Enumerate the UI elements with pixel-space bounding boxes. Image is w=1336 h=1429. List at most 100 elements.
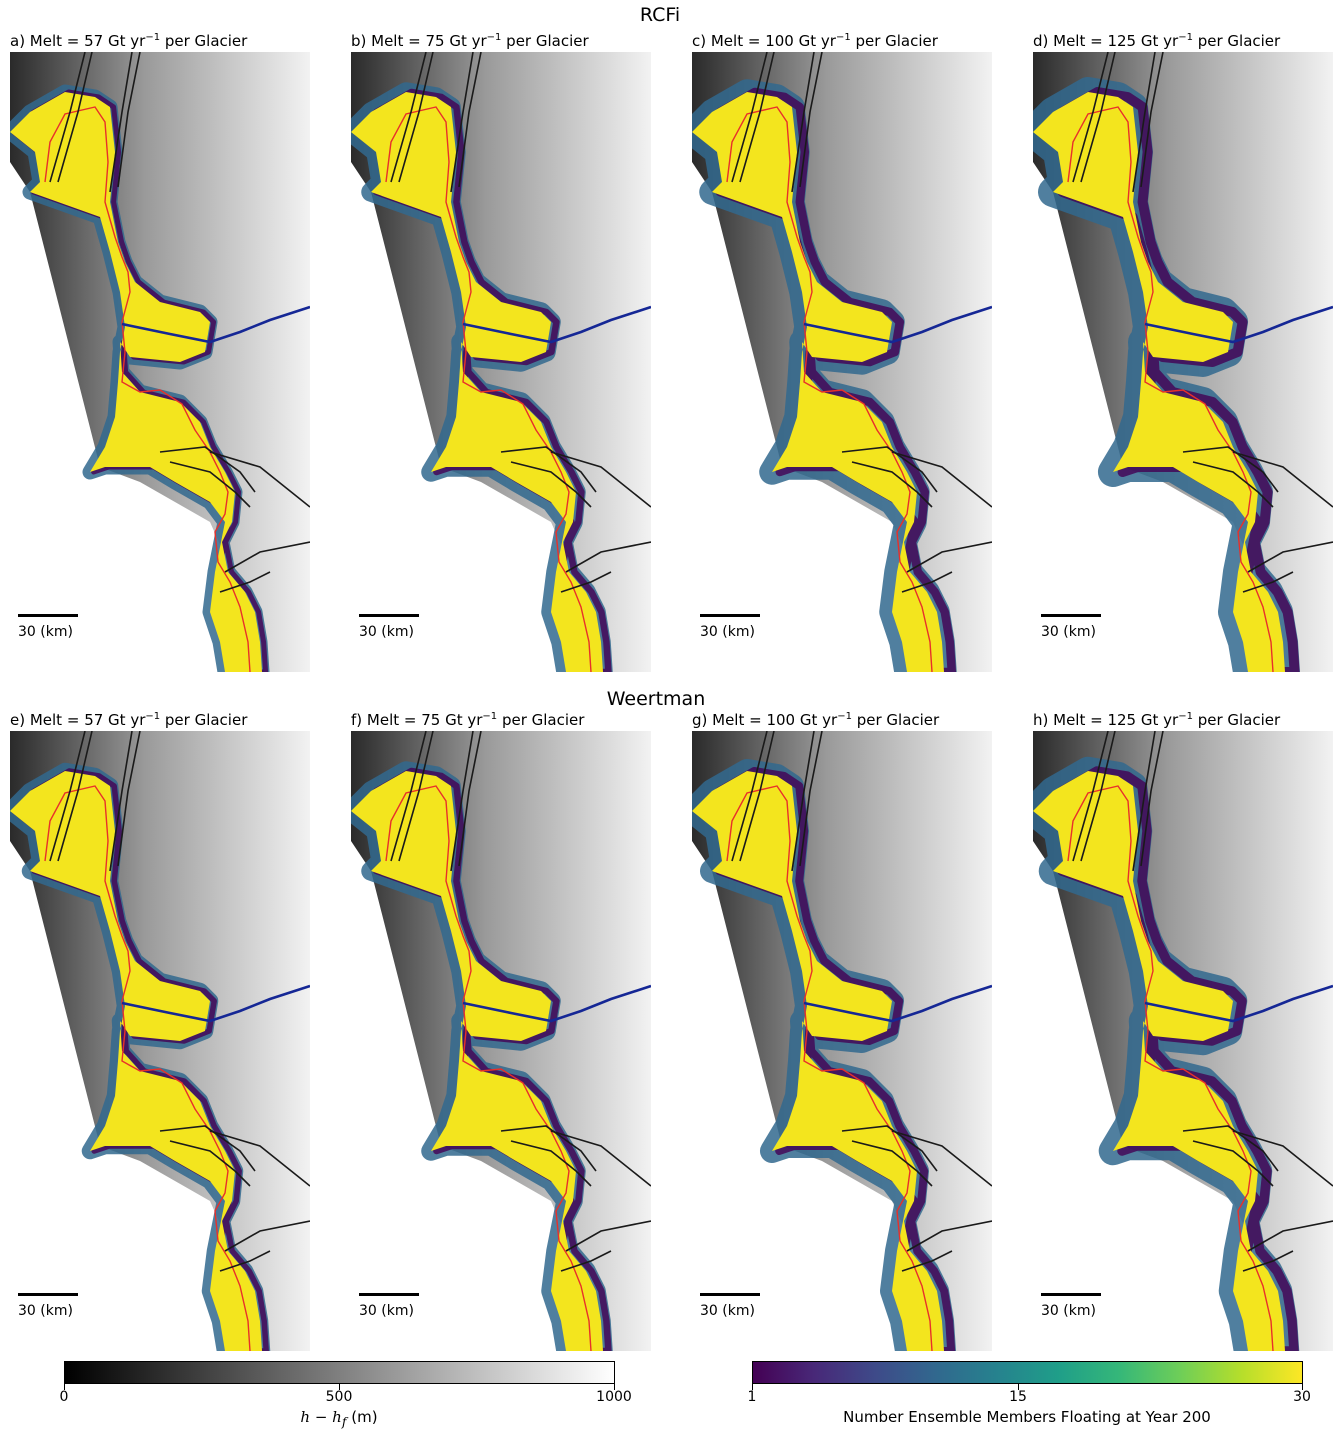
map-panel: 30 (km) [1033, 731, 1333, 1351]
colorbar-thickness-ticklabel: 500 [325, 1389, 353, 1405]
panel-title-prefix: c) Melt = [692, 32, 766, 50]
floating-edge-band [695, 767, 956, 1351]
flow-line [1140, 731, 1164, 867]
flow-line [209, 451, 310, 508]
colorbar-thickness-ticklabel: 1000 [596, 1389, 632, 1405]
flow-line [209, 1130, 310, 1187]
panel-title: c) Melt = 100 Gt yr−1 per Glacier [692, 32, 938, 50]
panel-title-exp: −1 [1178, 711, 1193, 722]
panel-title-exp: −1 [835, 32, 851, 43]
panel-title-exp: −1 [482, 711, 498, 722]
colorbar-thickness-label: h − hf (m) [300, 1408, 377, 1429]
flow-line [841, 1125, 938, 1172]
flow-line [49, 731, 86, 862]
map-svg [10, 731, 310, 1351]
label-main: h − h [300, 1408, 342, 1426]
map-svg [351, 52, 651, 672]
basin-boundary [121, 984, 310, 1023]
flow-line [1080, 52, 1116, 183]
scale-bar-line [18, 1293, 78, 1296]
map-panel: 30 (km) [692, 52, 992, 672]
panel-title-suffix: per Glacier [1192, 711, 1281, 729]
label-sub: f [341, 1414, 347, 1429]
panel-title-prefix: b) Melt = [351, 32, 426, 50]
panel-title-unit: Gt yr [444, 32, 487, 50]
colorbar-ensemble-tick [1302, 1384, 1303, 1390]
flow-line [906, 541, 992, 573]
flow-line [791, 52, 815, 193]
flow-line [159, 446, 256, 493]
panel-title: g) Melt = 100 Gt yr−1 per Glacier [692, 711, 939, 729]
panel-title-prefix: f) Melt = [351, 711, 422, 729]
label-unit: (m) [346, 1408, 378, 1426]
panel-title-unit: Gt yr [103, 32, 146, 50]
floating-edge-band [11, 89, 269, 672]
panel-title: a) Melt = 57 Gt yr−1 per Glacier [10, 32, 247, 50]
panel-title: f) Melt = 75 Gt yr−1 per Glacier [351, 711, 584, 729]
flow-line [550, 451, 651, 508]
flow-line [458, 731, 482, 867]
map-panel: 30 (km) [351, 52, 651, 672]
floating-region [692, 92, 944, 672]
flow-line [390, 731, 427, 862]
panel-title-exp: −1 [1178, 32, 1193, 43]
flow-line [1192, 1140, 1274, 1187]
map-panel: 30 (km) [10, 52, 310, 672]
flow-line [1192, 461, 1274, 508]
flow-line [1242, 1250, 1294, 1272]
flow-line [117, 731, 141, 867]
flow-line [450, 731, 474, 872]
row-title-bottom: Weertman [606, 688, 706, 710]
flow-line [731, 52, 768, 183]
flow-line [159, 1125, 256, 1172]
flow-line [799, 731, 823, 867]
panel-title-prefix: d) Melt = [1033, 32, 1108, 50]
panel-title-prefix: g) Melt = [692, 711, 767, 729]
scale-bar-line [1041, 614, 1101, 617]
panel-title-exp: −1 [837, 711, 852, 722]
flow-line [731, 731, 768, 862]
colorbar-thickness-ticklabel: 0 [59, 1389, 69, 1405]
colorbar-ensemble-gradient [752, 1361, 1303, 1384]
flow-line [224, 1220, 310, 1252]
map-svg [692, 52, 992, 672]
grounding-line [44, 785, 251, 1351]
flow-line [1072, 731, 1109, 862]
row-title-top: RCFi [639, 4, 681, 26]
grounding-line [726, 106, 933, 672]
scale-bar-label: 30 (km) [18, 1303, 73, 1319]
flow-line [560, 571, 612, 593]
flow-line [169, 1140, 251, 1187]
colorbar-ensemble-tick [752, 1384, 753, 1390]
floating-region [10, 92, 262, 672]
flow-line [791, 731, 815, 872]
panel-title-value: 125 [1107, 711, 1137, 729]
panel-title-suffix: per Glacier [851, 711, 940, 729]
panel-title-suffix: per Glacier [160, 711, 248, 729]
flow-line [117, 52, 141, 188]
colorbar-thickness-tick [64, 1384, 65, 1390]
panel-title-value: 57 [84, 32, 104, 50]
colorbar-ensemble-ticklabel: 30 [1293, 1389, 1311, 1405]
floating-edge-band [1037, 766, 1299, 1351]
flow-line [398, 52, 434, 183]
flow-line [565, 1220, 651, 1252]
panel-title: e) Melt = 57 Gt yr−1 per Glacier [10, 711, 247, 729]
flow-line [1247, 541, 1333, 573]
flow-line [1182, 446, 1279, 493]
grounding-line [44, 106, 251, 672]
scale-bar-label: 30 (km) [1041, 1303, 1096, 1319]
scale-bar-line [359, 614, 419, 617]
panel-title: d) Melt = 125 Gt yr−1 per Glacier [1033, 32, 1280, 50]
flow-line [851, 1140, 933, 1187]
colorbar-thickness-tick [614, 1384, 615, 1390]
flow-line [891, 451, 992, 508]
flow-line [799, 52, 823, 188]
colorbar-ensemble-ticklabel: 1 [747, 1389, 757, 1405]
basin-boundary [803, 305, 992, 344]
panel-title: h) Melt = 125 Gt yr−1 per Glacier [1033, 711, 1280, 729]
grounding-line [726, 785, 933, 1351]
panel-title-unit: Gt yr [1136, 711, 1179, 729]
scale-bar-label: 30 (km) [359, 1303, 414, 1319]
colorbar-ensemble-ticklabel: 15 [1009, 1389, 1027, 1405]
